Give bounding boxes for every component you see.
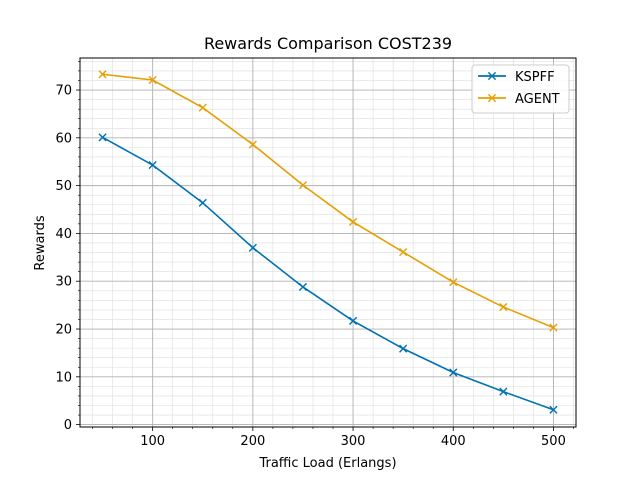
plot-frame — [79, 57, 577, 428]
series-line-agent — [102, 73, 554, 329]
data-point-agent — [348, 217, 358, 227]
data-point-agent — [198, 103, 207, 112]
data-point-agent — [399, 247, 408, 257]
y-tick-label: 20 — [55, 323, 72, 338]
x-tick-label: 200 — [240, 434, 265, 449]
y-axis: 0 10 20 30 40 50 60 70 — [55, 61, 80, 433]
y-tick-label: 40 — [55, 227, 72, 242]
data-point-agent — [298, 181, 308, 190]
data-point-agent — [499, 302, 508, 312]
y-axis-label: Rewards — [33, 215, 48, 270]
data-point-kspff — [98, 133, 107, 142]
chart-title: Rewards Comparison COST239 — [204, 34, 452, 53]
data-point-kspff — [198, 198, 207, 207]
legend-label-kspff: KSPFF — [515, 70, 555, 85]
legend-box — [471, 64, 570, 114]
x-axis: 100 200 300 400 500 — [92, 427, 574, 449]
data-point-agent — [449, 278, 458, 287]
x-tick-label: 100 — [140, 434, 165, 449]
x-tick-label: 300 — [341, 434, 366, 449]
legend-marker-kspff — [487, 71, 497, 81]
data-point-agent — [248, 140, 257, 149]
y-tick-label: 50 — [55, 179, 72, 194]
data-point-kspff — [298, 282, 308, 292]
y-tick-label: 30 — [55, 275, 72, 290]
x-tick-label: 500 — [541, 434, 566, 449]
y-tick-label: 10 — [55, 370, 72, 385]
data-point-agent — [148, 75, 157, 85]
data-point-kspff — [549, 405, 558, 414]
x-tick-label: 400 — [441, 434, 466, 449]
data-point-kspff — [449, 368, 458, 377]
y-tick-label: 60 — [55, 131, 72, 146]
data-point-kspff — [399, 344, 408, 353]
data-point-kspff — [499, 387, 508, 396]
legend-label-agent: AGENT — [515, 92, 560, 107]
series-line-kspff — [102, 136, 554, 411]
data-point-agent — [549, 323, 558, 332]
y-tick-label: 0 — [64, 418, 72, 433]
data-point-kspff — [148, 160, 157, 170]
data-point-kspff — [348, 316, 358, 325]
data-point-agent — [98, 70, 107, 79]
plot-area — [98, 70, 558, 414]
legend: KSPFF AGENT — [471, 64, 570, 114]
data-point-kspff — [248, 243, 257, 252]
legend-marker-agent — [487, 93, 497, 103]
x-axis-label: Traffic Load (Erlangs) — [258, 456, 396, 471]
y-tick-label: 70 — [55, 84, 72, 99]
